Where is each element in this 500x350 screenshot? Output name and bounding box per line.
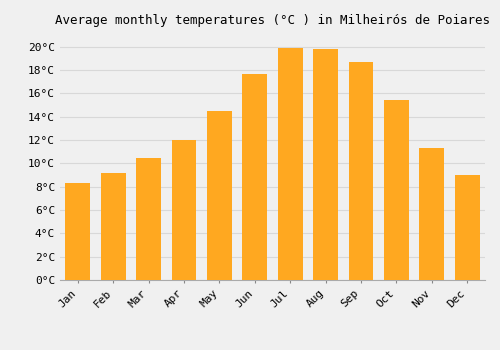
Bar <box>136 158 161 280</box>
Bar <box>278 48 302 280</box>
Bar <box>242 74 267 280</box>
Bar <box>420 148 444 280</box>
Bar <box>455 175 479 280</box>
Title: Average monthly temperatures (°C ) in Milheirós de Poiares: Average monthly temperatures (°C ) in Mi… <box>55 14 490 27</box>
Bar <box>172 140 196 280</box>
Bar <box>207 111 232 280</box>
Bar <box>313 49 338 280</box>
Bar <box>66 183 90 280</box>
Bar <box>348 62 374 280</box>
Bar <box>100 173 126 280</box>
Bar <box>384 100 409 280</box>
